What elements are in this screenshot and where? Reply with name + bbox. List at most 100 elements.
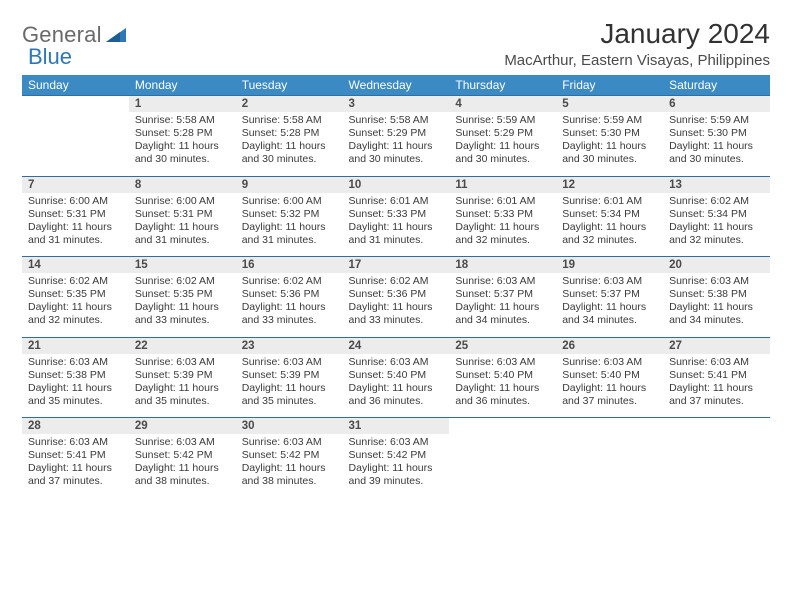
day-number-cell: 26 — [556, 337, 663, 354]
day-info-cell: Sunrise: 6:03 AMSunset: 5:41 PMDaylight:… — [22, 434, 129, 498]
sunset-text: Sunset: 5:42 PM — [349, 449, 444, 462]
day-info-cell: Sunrise: 6:03 AMSunset: 5:37 PMDaylight:… — [449, 273, 556, 337]
day-header-row: Sunday Monday Tuesday Wednesday Thursday… — [22, 75, 770, 96]
day-number-cell — [663, 418, 770, 435]
day-number-cell — [449, 418, 556, 435]
day-info-cell: Sunrise: 6:01 AMSunset: 5:34 PMDaylight:… — [556, 193, 663, 257]
sunset-text: Sunset: 5:35 PM — [135, 288, 230, 301]
day-number-cell: 6 — [663, 96, 770, 113]
day-info-cell: Sunrise: 5:58 AMSunset: 5:28 PMDaylight:… — [129, 112, 236, 176]
day-number-cell: 19 — [556, 257, 663, 274]
day-number-cell: 28 — [22, 418, 129, 435]
sunset-text: Sunset: 5:38 PM — [28, 369, 123, 382]
daylight-text: Daylight: 11 hours and 32 minutes. — [28, 301, 123, 327]
calendar-table: Sunday Monday Tuesday Wednesday Thursday… — [22, 75, 770, 498]
sunset-text: Sunset: 5:31 PM — [28, 208, 123, 221]
day-number-cell: 14 — [22, 257, 129, 274]
day-info-cell: Sunrise: 6:00 AMSunset: 5:32 PMDaylight:… — [236, 193, 343, 257]
day-info-cell — [663, 434, 770, 498]
sunset-text: Sunset: 5:41 PM — [669, 369, 764, 382]
sunset-text: Sunset: 5:36 PM — [349, 288, 444, 301]
day-info-cell: Sunrise: 6:03 AMSunset: 5:42 PMDaylight:… — [236, 434, 343, 498]
day-number-cell: 27 — [663, 337, 770, 354]
daylight-text: Daylight: 11 hours and 30 minutes. — [455, 140, 550, 166]
day-header: Saturday — [663, 75, 770, 96]
sunrise-text: Sunrise: 6:03 AM — [669, 275, 764, 288]
day-info-cell: Sunrise: 6:03 AMSunset: 5:38 PMDaylight:… — [22, 354, 129, 418]
day-info-cell: Sunrise: 6:03 AMSunset: 5:37 PMDaylight:… — [556, 273, 663, 337]
day-info-row: Sunrise: 6:00 AM Sunset: 5:31 PM Daylight:… — [22, 193, 770, 257]
day-header: Monday — [129, 75, 236, 96]
sunrise-text: Sunrise: 6:01 AM — [562, 195, 657, 208]
sunset-text: Sunset: 5:33 PM — [349, 208, 444, 221]
day-number-cell — [22, 96, 129, 113]
sunrise-text: Sunrise: 5:58 AM — [349, 114, 444, 127]
day-number-cell: 31 — [343, 418, 450, 435]
sunrise-text: Sunrise: 6:03 AM — [242, 436, 337, 449]
brand-triangle-icon — [106, 24, 126, 47]
daylight-text: Daylight: 11 hours and 34 minutes. — [562, 301, 657, 327]
sunset-text: Sunset: 5:32 PM — [242, 208, 337, 221]
sunset-text: Sunset: 5:34 PM — [669, 208, 764, 221]
sunset-text: Sunset: 5:42 PM — [135, 449, 230, 462]
day-info-cell: Sunrise: 6:02 AMSunset: 5:34 PMDaylight:… — [663, 193, 770, 257]
daylight-text: Daylight: 11 hours and 32 minutes. — [562, 221, 657, 247]
sunrise-text: Sunrise: 6:00 AM — [135, 195, 230, 208]
day-number-cell: 30 — [236, 418, 343, 435]
daylight-text: Daylight: 11 hours and 30 minutes. — [669, 140, 764, 166]
sunset-text: Sunset: 5:37 PM — [455, 288, 550, 301]
daylight-text: Daylight: 11 hours and 32 minutes. — [455, 221, 550, 247]
day-number-cell: 18 — [449, 257, 556, 274]
sunrise-text: Sunrise: 6:02 AM — [669, 195, 764, 208]
sunrise-text: Sunrise: 6:03 AM — [349, 436, 444, 449]
day-info-cell: Sunrise: 5:58 AMSunset: 5:28 PMDaylight:… — [236, 112, 343, 176]
sunrise-text: Sunrise: 6:03 AM — [455, 275, 550, 288]
daylight-text: Daylight: 11 hours and 33 minutes. — [135, 301, 230, 327]
daylight-text: Daylight: 11 hours and 31 minutes. — [135, 221, 230, 247]
daylight-text: Daylight: 11 hours and 33 minutes. — [242, 301, 337, 327]
sunset-text: Sunset: 5:40 PM — [455, 369, 550, 382]
day-number-cell: 25 — [449, 337, 556, 354]
day-number-cell: 10 — [343, 176, 450, 193]
sunset-text: Sunset: 5:33 PM — [455, 208, 550, 221]
sunrise-text: Sunrise: 5:59 AM — [562, 114, 657, 127]
day-info-cell: Sunrise: 6:03 AMSunset: 5:39 PMDaylight:… — [236, 354, 343, 418]
calendar-head: Sunday Monday Tuesday Wednesday Thursday… — [22, 75, 770, 96]
day-number-cell: 7 — [22, 176, 129, 193]
day-header: Thursday — [449, 75, 556, 96]
day-number-cell: 12 — [556, 176, 663, 193]
daylight-text: Daylight: 11 hours and 34 minutes. — [669, 301, 764, 327]
daylight-text: Daylight: 11 hours and 37 minutes. — [562, 382, 657, 408]
day-number-cell: 1 — [129, 96, 236, 113]
day-info-cell: Sunrise: 6:02 AMSunset: 5:36 PMDaylight:… — [343, 273, 450, 337]
sunset-text: Sunset: 5:39 PM — [135, 369, 230, 382]
sunset-text: Sunset: 5:40 PM — [562, 369, 657, 382]
day-info-cell: Sunrise: 6:03 AMSunset: 5:41 PMDaylight:… — [663, 354, 770, 418]
day-number-cell: 20 — [663, 257, 770, 274]
day-info-cell: Sunrise: 6:03 AMSunset: 5:42 PMDaylight:… — [343, 434, 450, 498]
day-number-row: 21222324252627 — [22, 337, 770, 354]
day-number-cell — [556, 418, 663, 435]
sunrise-text: Sunrise: 6:00 AM — [242, 195, 337, 208]
sunset-text: Sunset: 5:41 PM — [28, 449, 123, 462]
day-header: Friday — [556, 75, 663, 96]
day-number-cell: 9 — [236, 176, 343, 193]
day-info-cell: Sunrise: 6:03 AMSunset: 5:42 PMDaylight:… — [129, 434, 236, 498]
day-number-cell: 4 — [449, 96, 556, 113]
daylight-text: Daylight: 11 hours and 30 minutes. — [242, 140, 337, 166]
sunset-text: Sunset: 5:34 PM — [562, 208, 657, 221]
day-info-cell: Sunrise: 5:59 AMSunset: 5:30 PMDaylight:… — [556, 112, 663, 176]
day-number-cell: 8 — [129, 176, 236, 193]
calendar-page: General January 2024 MacArthur, Eastern … — [0, 0, 792, 508]
daylight-text: Daylight: 11 hours and 30 minutes. — [135, 140, 230, 166]
day-number-row: 14151617181920 — [22, 257, 770, 274]
day-number-cell: 17 — [343, 257, 450, 274]
calendar-body: 123456Sunrise: 5:58 AMSunset: 5:28 PMDay… — [22, 96, 770, 499]
sunrise-text: Sunrise: 6:03 AM — [135, 436, 230, 449]
daylight-text: Daylight: 11 hours and 33 minutes. — [349, 301, 444, 327]
day-number-cell: 21 — [22, 337, 129, 354]
day-info-cell: Sunrise: 6:03 AMSunset: 5:39 PMDaylight:… — [129, 354, 236, 418]
day-info-row: Sunrise: 5:58 AMSunset: 5:28 PMDaylight:… — [22, 112, 770, 176]
daylight-text: Daylight: 11 hours and 39 minutes. — [349, 462, 444, 488]
sunset-text: Sunset: 5:36 PM — [242, 288, 337, 301]
